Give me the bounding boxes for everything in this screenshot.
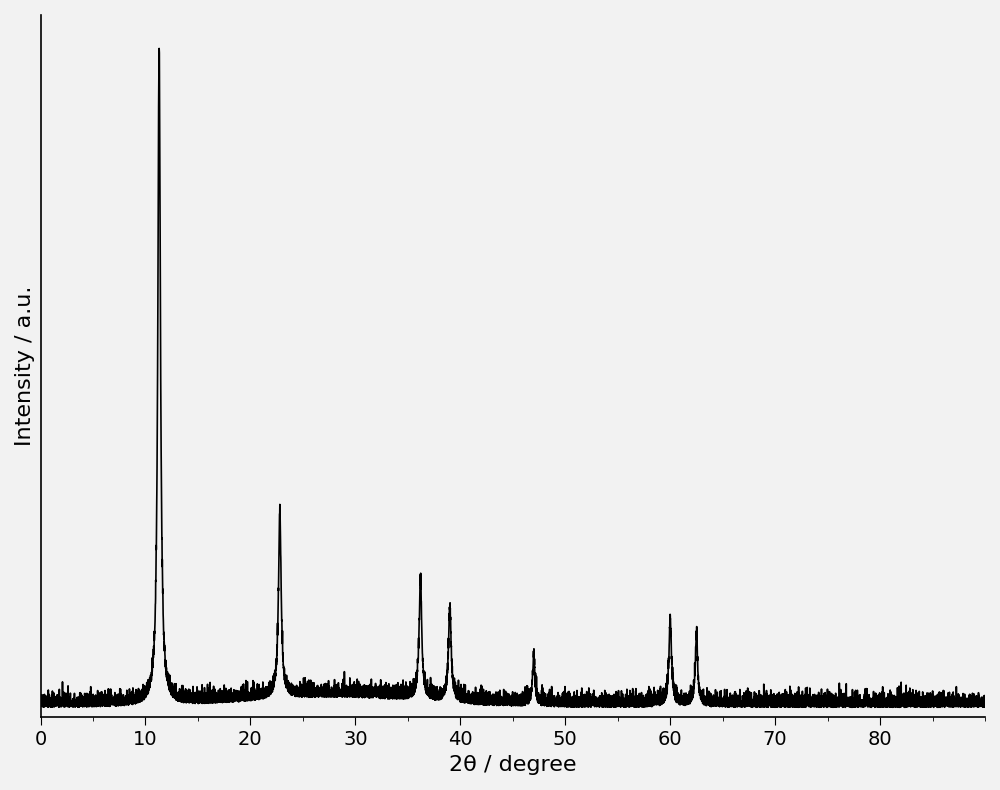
X-axis label: 2θ / degree: 2θ / degree [449,755,577,775]
Y-axis label: Intensity / a.u.: Intensity / a.u. [15,286,35,446]
